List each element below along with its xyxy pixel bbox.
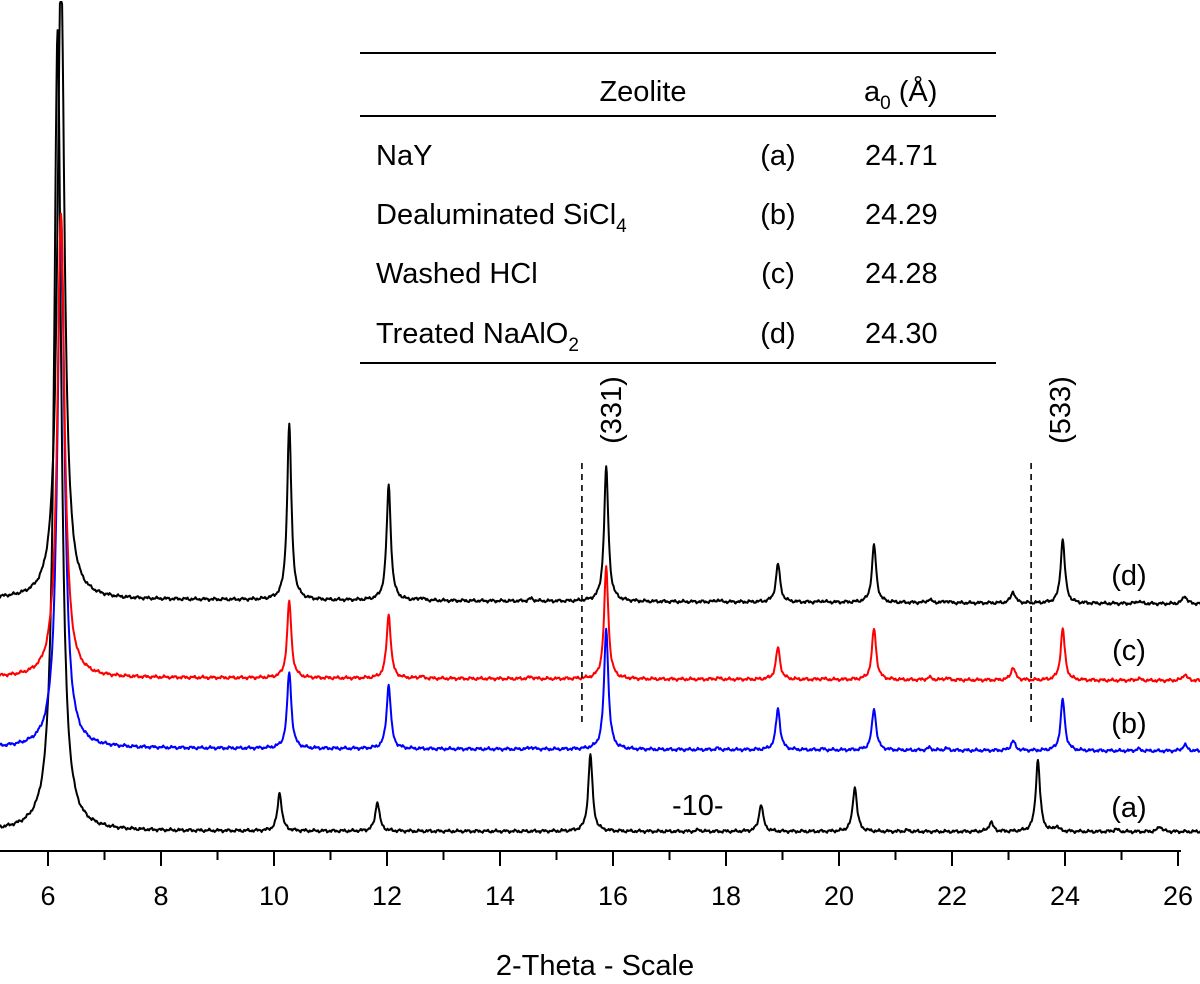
- table-row-name: NaY: [376, 140, 432, 172]
- table-row-letter: (c): [761, 258, 795, 290]
- table-row: Treated NaAlO2 (d) 24.30: [376, 318, 938, 356]
- x-tick-label: 14: [485, 881, 515, 911]
- table-row-value: 24.30: [865, 318, 938, 350]
- table-header-zeolite: Zeolite: [599, 76, 686, 108]
- series-label: (a): [1111, 792, 1146, 824]
- x-tick-label: 6: [40, 881, 55, 911]
- table-header-param: a0 (Å): [864, 75, 937, 114]
- series-line: [0, 216, 1200, 754]
- x-tick-label: 24: [1050, 881, 1080, 911]
- lattice-parameter-table: Zeolite a0 (Å) NaY (a) 24.71 Dealuminate…: [360, 52, 996, 364]
- x-tick-label: 12: [372, 881, 402, 911]
- series-line: [0, 29, 1200, 835]
- x-tick-label: 8: [153, 881, 168, 911]
- table-row-value: 24.28: [865, 258, 938, 290]
- table-row-letter: (b): [760, 199, 795, 231]
- x-tick-label: 26: [1163, 881, 1193, 911]
- diffraction-traces: [0, 1, 1200, 835]
- series-label: (b): [1111, 708, 1146, 740]
- x-tick-label: 20: [824, 881, 854, 911]
- x-axis-title: 2-Theta - Scale: [496, 950, 694, 982]
- table-row: Washed HCl (c) 24.28: [376, 258, 938, 290]
- table-row: Dealuminated SiCl4 (b) 24.29: [376, 199, 938, 237]
- table-row-letter: (a): [760, 140, 795, 172]
- series-line: [0, 1, 1200, 607]
- x-tick-label: 18: [711, 881, 741, 911]
- x-tick-label: 22: [937, 881, 967, 911]
- annotation-label: -10-: [672, 790, 724, 822]
- reflection-markers: (331) (533) -10-: [581, 376, 1077, 822]
- series-labels: (a) (b) (c) (d): [1111, 560, 1146, 824]
- table-row-value: 24.29: [865, 199, 938, 231]
- table-row-name: Treated NaAlO2: [376, 318, 579, 356]
- series-label: (d): [1111, 560, 1146, 592]
- series-label: (c): [1112, 635, 1146, 667]
- x-tick-label: 10: [259, 881, 289, 911]
- reflection-label: (533): [1045, 376, 1077, 444]
- table-row-value: 24.71: [865, 140, 938, 172]
- table-row: NaY (a) 24.71: [376, 140, 938, 172]
- table-row-name: Washed HCl: [376, 258, 538, 290]
- x-tick-label: 16: [598, 881, 628, 911]
- series-line: [0, 212, 1200, 684]
- reflection-label: (331): [596, 376, 628, 444]
- x-axis: [0, 850, 1181, 866]
- table-row-name: Dealuminated SiCl4: [376, 199, 627, 237]
- x-tick-labels: 681012141618202224262830: [40, 881, 1193, 911]
- table-row-letter: (d): [760, 318, 795, 350]
